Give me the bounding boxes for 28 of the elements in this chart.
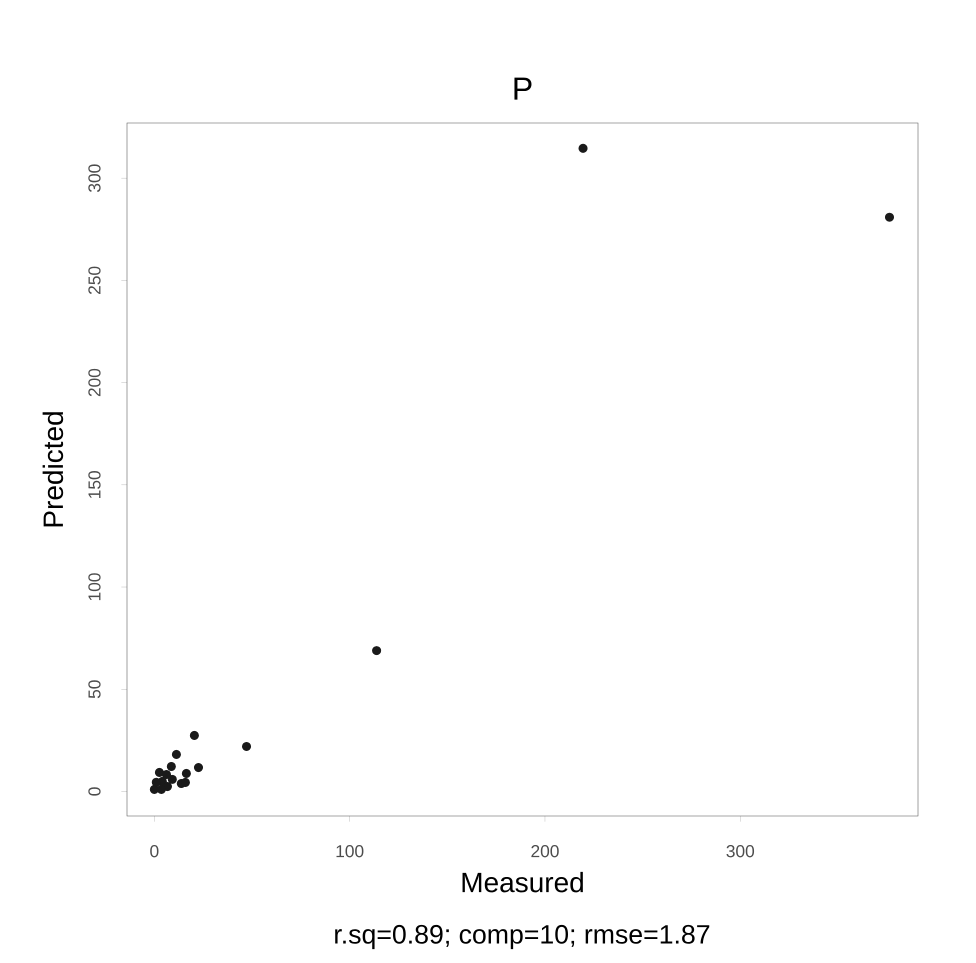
x-tick-label: 100 bbox=[336, 845, 364, 858]
y-tick-label: 300 bbox=[88, 164, 101, 192]
y-tick-label: 100 bbox=[88, 573, 101, 600]
point bbox=[194, 763, 204, 772]
point bbox=[884, 212, 894, 222]
point bbox=[152, 778, 161, 787]
y-axis-title: Predicted bbox=[42, 412, 64, 526]
y-tick-label: 250 bbox=[88, 266, 101, 294]
chart-title: P bbox=[514, 78, 532, 100]
x-tick-label: 200 bbox=[531, 845, 559, 858]
point bbox=[372, 646, 382, 656]
y-tick-label: 200 bbox=[88, 368, 101, 396]
point bbox=[162, 770, 171, 780]
x-tick-label: 0 bbox=[150, 845, 158, 858]
point bbox=[578, 144, 588, 153]
point bbox=[190, 730, 199, 740]
x-tick-label: 300 bbox=[726, 845, 754, 858]
text: r.sq=0.89; comp=10; rmse=1.87 bbox=[335, 924, 710, 950]
point bbox=[182, 768, 191, 778]
point bbox=[242, 742, 252, 752]
point bbox=[172, 750, 181, 759]
x-axis-title: Measured bbox=[462, 872, 583, 892]
point bbox=[168, 774, 177, 784]
y-tick-label: 50 bbox=[88, 680, 101, 698]
point bbox=[156, 784, 166, 794]
point bbox=[166, 762, 176, 772]
y-tick-label: 150 bbox=[88, 471, 101, 498]
y-tick-label: 0 bbox=[88, 787, 101, 796]
